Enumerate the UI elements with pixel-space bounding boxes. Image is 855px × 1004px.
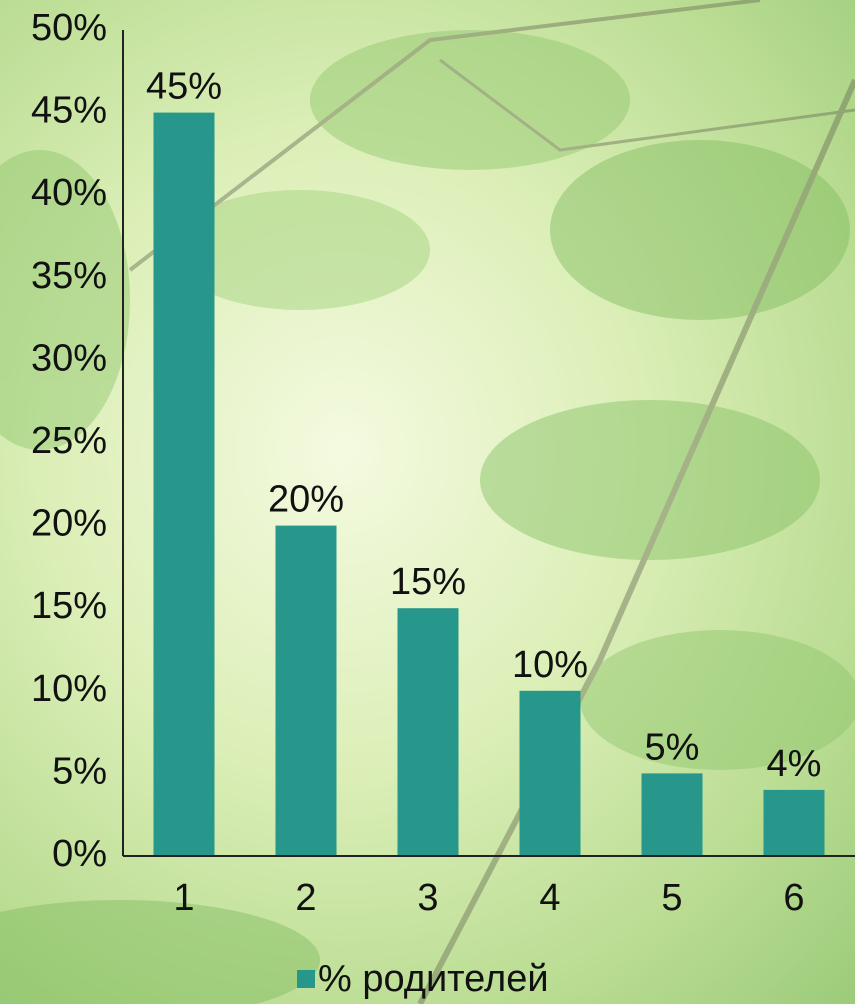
y-tick-label: 0% xyxy=(52,833,107,875)
x-tick-label: 1 xyxy=(173,877,194,919)
x-tick-label: 6 xyxy=(783,877,804,919)
data-label: 4% xyxy=(767,743,822,785)
y-tick-label: 15% xyxy=(31,585,107,627)
y-tick-label: 40% xyxy=(31,172,107,214)
y-tick-label: 10% xyxy=(31,668,107,710)
y-tick-label: 5% xyxy=(52,750,107,792)
data-label: 45% xyxy=(146,66,222,108)
x-tick-label: 2 xyxy=(295,877,316,919)
legend-label: % родителей xyxy=(318,958,549,1000)
data-label: 5% xyxy=(645,726,700,768)
legend-swatch xyxy=(297,970,315,988)
data-label: 20% xyxy=(268,479,344,521)
bar xyxy=(641,773,703,856)
x-tick-label: 3 xyxy=(417,877,438,919)
y-tick-label: 20% xyxy=(31,503,107,545)
y-tick-label: 25% xyxy=(31,420,107,462)
bar xyxy=(763,789,825,856)
bar xyxy=(153,112,215,857)
bar xyxy=(397,608,459,856)
x-tick-label: 4 xyxy=(539,877,560,919)
data-label: 15% xyxy=(390,561,466,603)
y-tick-label: 50% xyxy=(31,7,107,49)
x-tick-label: 5 xyxy=(661,877,682,919)
y-tick-label: 45% xyxy=(31,90,107,132)
bar xyxy=(275,525,337,856)
bar xyxy=(519,690,581,856)
data-label: 10% xyxy=(512,644,588,686)
y-tick-label: 35% xyxy=(31,255,107,297)
y-tick-label: 30% xyxy=(31,337,107,379)
